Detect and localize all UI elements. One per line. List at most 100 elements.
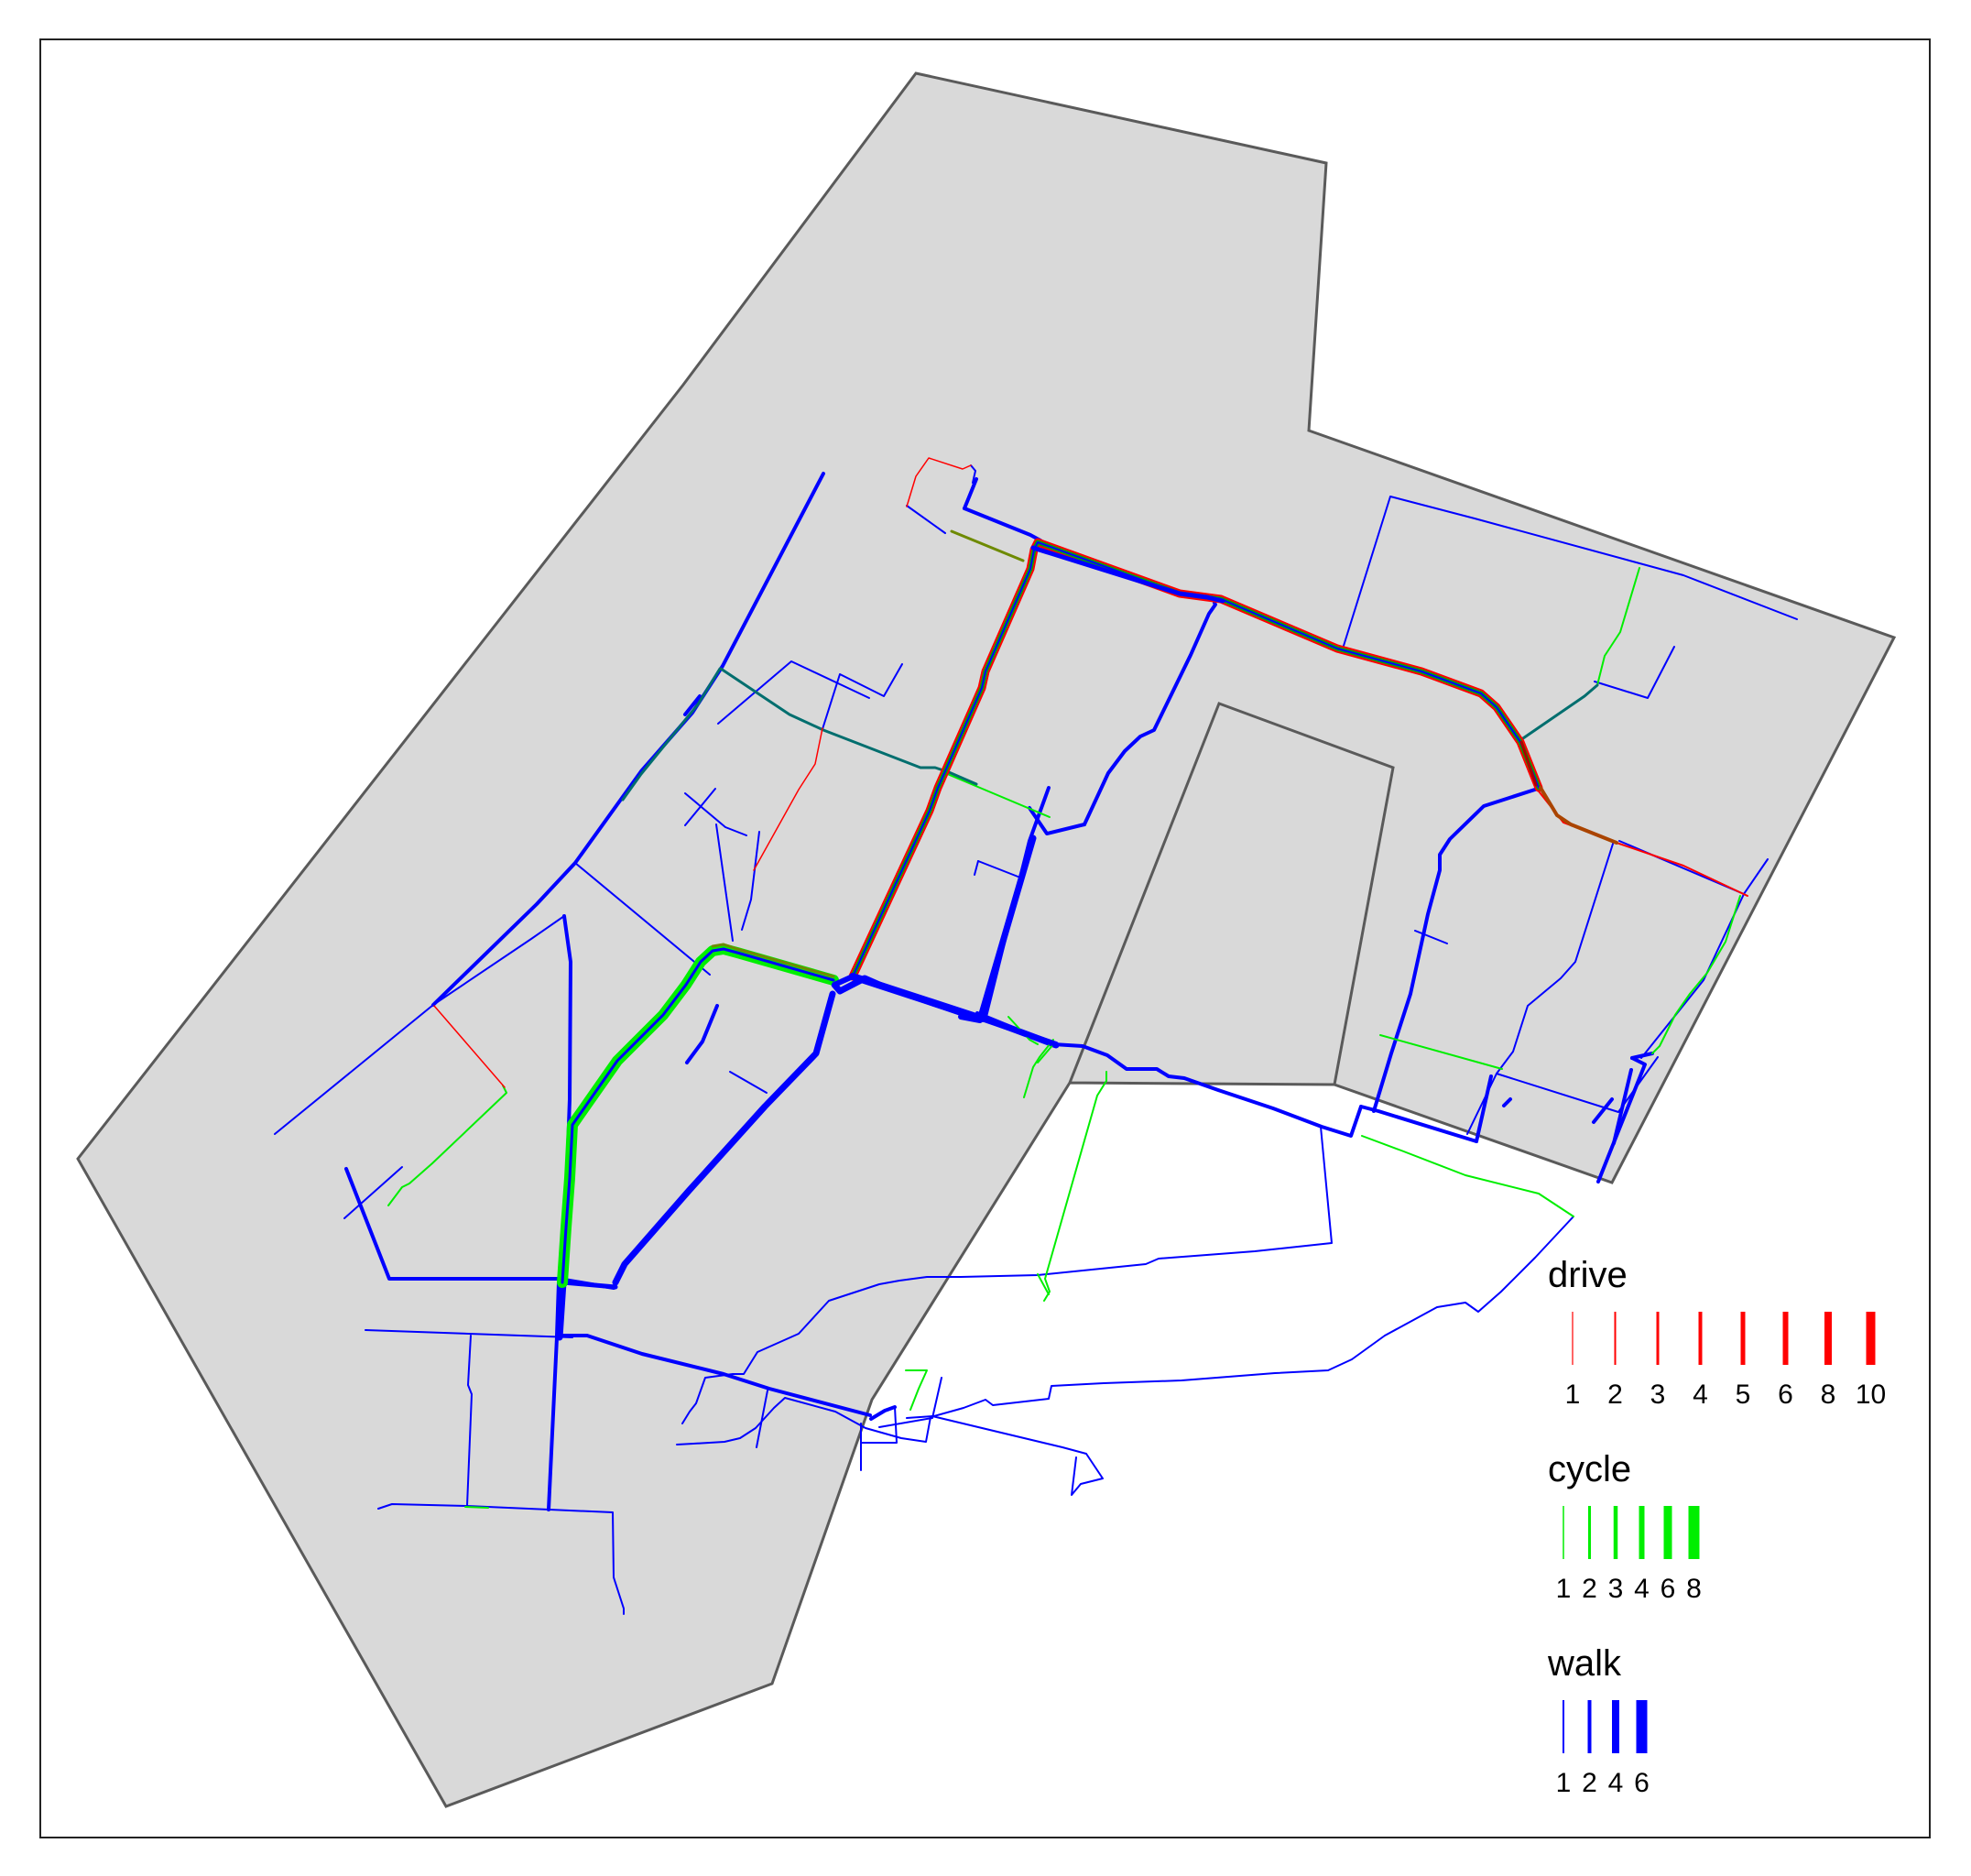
cycle-link	[561, 947, 835, 1284]
walk-link	[1502, 1097, 1512, 1107]
walk-link	[1630, 1052, 1654, 1060]
walk-link	[717, 660, 870, 725]
walk-link	[274, 915, 565, 1135]
walk-link	[1592, 1097, 1614, 1124]
walk-link	[561, 1334, 872, 1417]
walk-link	[822, 663, 903, 730]
walk-link	[729, 1071, 768, 1094]
cycle-link	[944, 772, 1051, 818]
walk-link	[869, 1405, 897, 1421]
cycle-routes-heavy	[557, 943, 839, 1288]
walk-link	[860, 1406, 898, 1444]
walk-link	[684, 788, 716, 826]
walk-link	[963, 477, 978, 510]
walk-link	[970, 464, 976, 484]
walk-link	[878, 1377, 942, 1428]
cycle-link	[1023, 1039, 1054, 1098]
legend-drive-label: 8	[1821, 1380, 1836, 1410]
walk-link	[979, 1016, 1059, 1047]
drive-link	[433, 1005, 506, 1088]
cycle-link	[1361, 1135, 1574, 1217]
walk-link	[683, 694, 702, 716]
legend-cycle-label: 1	[1556, 1574, 1572, 1604]
drive-cycle-routes	[950, 529, 1025, 562]
walk-link	[1496, 1056, 1659, 1113]
mixed-link	[950, 529, 1025, 562]
cycle-link	[905, 1369, 928, 1411]
walk-link	[832, 974, 855, 987]
walk-link	[612, 990, 836, 1286]
walk-link	[431, 472, 825, 1007]
walk-link	[977, 860, 1021, 878]
walk-link	[365, 1329, 573, 1338]
walk-link	[1640, 893, 1745, 1059]
walk-link	[1594, 646, 1675, 699]
walk-link	[466, 1335, 473, 1507]
walk-link	[741, 831, 760, 931]
legend-drive-label: 10	[1856, 1380, 1886, 1410]
legend-walk-label: 4	[1608, 1768, 1624, 1798]
walk-link	[1612, 1068, 1633, 1145]
legend-drive-label: 1	[1565, 1380, 1581, 1410]
legend-cycle-title: cycle	[1548, 1449, 1631, 1489]
cycle-link	[1596, 567, 1640, 686]
walk-link	[377, 1503, 625, 1615]
legend-drive-label: 2	[1607, 1380, 1623, 1410]
legend-drive-label: 6	[1778, 1380, 1793, 1410]
walk-link	[343, 1166, 403, 1219]
legend-drive-items: 1 2 3 4 5 6 8 10	[1565, 1312, 1886, 1410]
walk-link	[676, 1216, 1574, 1445]
legend-walk-label: 1	[1556, 1768, 1572, 1798]
walk-link	[574, 862, 711, 976]
legend-drive-label: 5	[1736, 1380, 1751, 1410]
legend-drive-label: 4	[1693, 1380, 1708, 1410]
drive-link	[1030, 545, 1225, 604]
legend-cycle-label: 4	[1634, 1574, 1650, 1604]
cycle-link	[1007, 1016, 1039, 1045]
walk-link	[975, 1011, 1363, 1138]
walk-link	[556, 1279, 567, 1341]
walk-link	[685, 1004, 719, 1064]
walk-link	[547, 1336, 559, 1511]
walk-link	[1372, 786, 1542, 1113]
walk-link	[1475, 1074, 1493, 1143]
walk-link	[1414, 930, 1448, 944]
drive-link	[753, 727, 823, 871]
legend-drive: drive 1 2 3 4 5 6 8 10	[1548, 1255, 1886, 1410]
cycle-link	[1037, 1273, 1050, 1295]
walk-link	[681, 1126, 1333, 1424]
walk-link	[1028, 806, 1086, 835]
walk-link	[684, 792, 747, 836]
walk-trunk	[832, 973, 1059, 1047]
mixed-link	[1519, 683, 1599, 742]
legend-drive-label: 3	[1650, 1380, 1666, 1410]
legend-walk-label: 2	[1582, 1768, 1597, 1798]
network-lines	[274, 457, 1798, 1615]
mixed-link	[621, 667, 722, 802]
drive-link	[1539, 786, 1618, 845]
walk-link	[715, 823, 734, 942]
walk-link	[977, 834, 1037, 1020]
walk-link	[756, 1390, 768, 1448]
walk-link	[849, 973, 986, 1022]
study-area-polygon	[76, 71, 1897, 1808]
drive-routes	[433, 457, 1748, 1088]
drive-corridor	[848, 538, 1618, 981]
legend-walk-label: 6	[1634, 1768, 1650, 1798]
cycle-link	[1379, 1034, 1503, 1070]
walk-link	[561, 1280, 618, 1290]
legend-cycle-label: 2	[1582, 1574, 1597, 1604]
drive-link	[906, 457, 972, 507]
legend-cycle-label: 8	[1686, 1574, 1702, 1604]
cycle-link	[464, 1506, 489, 1509]
cycle-link	[1651, 895, 1741, 1054]
drive-link	[1616, 842, 1748, 897]
walk-routes	[274, 464, 1798, 1615]
walk-link	[1343, 496, 1798, 647]
